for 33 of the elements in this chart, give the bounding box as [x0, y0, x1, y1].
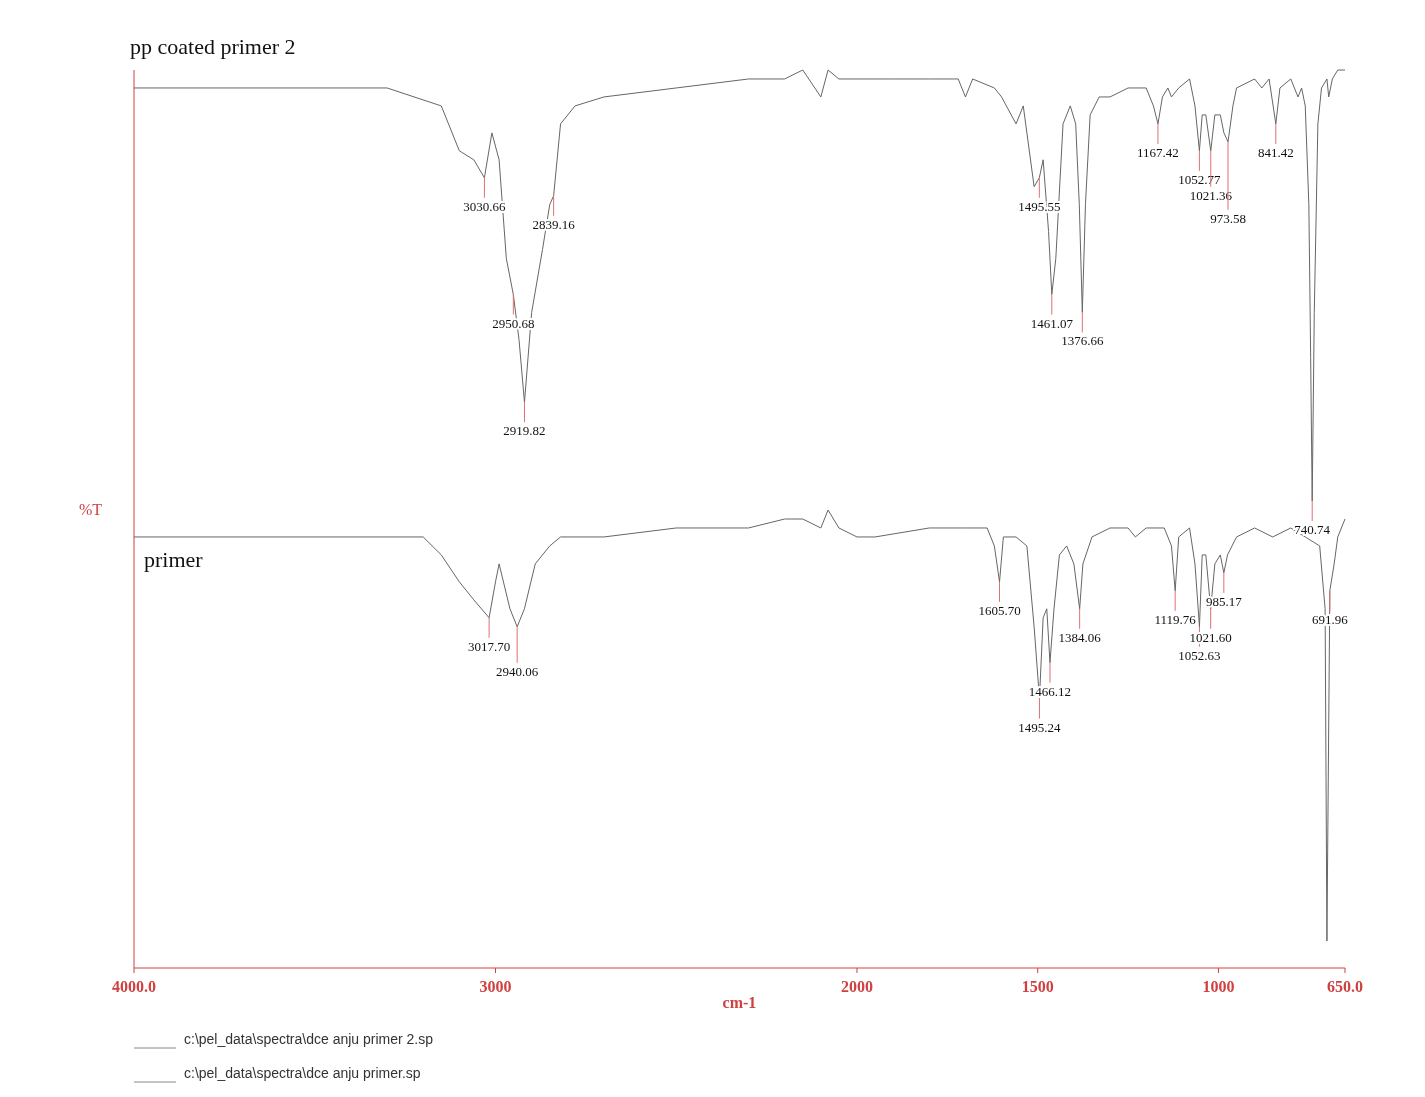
annotation: 1119.76	[1154, 611, 1197, 627]
annotation: 1052.63	[1178, 647, 1221, 663]
text: c:\pel_data\spectra\dce anju primer 2.sp	[184, 1031, 434, 1047]
annotation: 1167.42	[1137, 144, 1179, 160]
series-label: primer	[144, 546, 204, 572]
x-tick-label: 2000	[840, 978, 873, 995]
annotation: 1605.70	[978, 602, 1021, 618]
text: c:\pel_data\spectra\dce anju primer.sp	[184, 1065, 421, 1081]
annotation: 1461.07	[1030, 315, 1074, 331]
x-axis-title: cm-1	[722, 994, 757, 1011]
annotation: 1384.06	[1058, 629, 1102, 645]
annotation: 1466.12	[1028, 683, 1072, 699]
annotation: 2950.68	[492, 315, 535, 331]
annotation: 3017.70	[467, 638, 511, 654]
x-tick-label: 650.0	[1327, 978, 1363, 995]
annotation: 841.42	[1257, 144, 1294, 160]
x-tick-label: 1000	[1202, 978, 1235, 995]
annotation: 1376.66	[1061, 333, 1104, 349]
annotation: 973.58	[1210, 210, 1246, 226]
x-tick-label: 1500	[1021, 978, 1054, 995]
annotation: 1021.36	[1189, 187, 1233, 203]
annotation: 1495.24	[1018, 719, 1062, 735]
x-tick-label: 4000.0	[112, 978, 156, 995]
series-label: pp coated primer 2	[130, 33, 296, 59]
annotation: 3030.66	[463, 198, 507, 214]
annotation: 740.74	[1294, 522, 1331, 538]
annotation: 1052.77	[1178, 171, 1222, 187]
annotation: 2940.06	[496, 663, 539, 679]
x-tick-label: 3000	[479, 978, 512, 995]
y-axis-title: %T	[78, 501, 103, 518]
annotation: 2839.16	[532, 216, 576, 232]
annotation: 985.17	[1205, 593, 1243, 609]
annotation: 2919.82	[503, 423, 546, 439]
